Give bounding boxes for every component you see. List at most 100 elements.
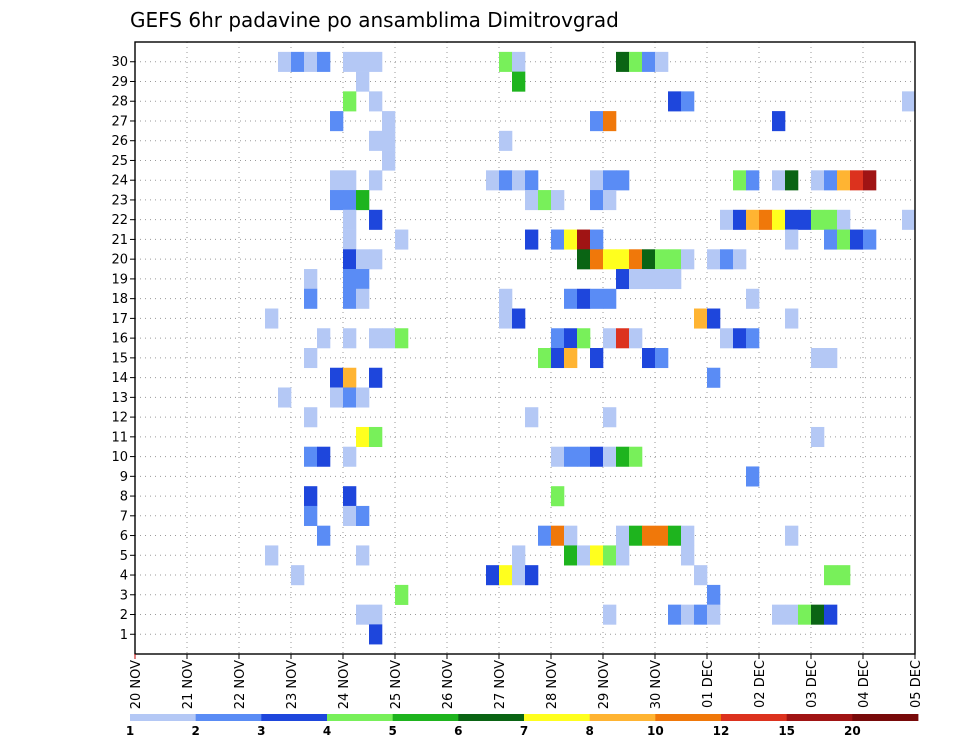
heatmap-cell <box>772 111 786 132</box>
heatmap-cell <box>512 51 526 72</box>
legend-tick-label: 10 <box>647 724 664 738</box>
heatmap-cell <box>382 130 396 151</box>
heatmap-cell <box>317 446 331 467</box>
legend-tick-label: 12 <box>713 724 730 738</box>
heatmap-cell <box>564 545 578 566</box>
y-tick-label: 22 <box>111 213 128 228</box>
heatmap-cell <box>824 565 838 586</box>
heatmap-cell <box>603 604 617 625</box>
heatmap-cell <box>850 229 864 250</box>
heatmap-cell <box>330 111 344 132</box>
plot-frame <box>134 41 916 655</box>
x-tick-label: 26 NOV <box>441 660 456 709</box>
y-tick-label: 11 <box>111 430 128 445</box>
heatmap-cell <box>486 565 500 586</box>
heatmap-cell <box>382 111 396 132</box>
heatmap-cell <box>330 367 344 388</box>
heatmap-cell <box>577 545 591 566</box>
heatmap-cell <box>330 190 344 211</box>
heatmap-cell <box>317 328 331 349</box>
heatmap-cell <box>746 170 760 191</box>
heatmap-cell <box>902 91 916 112</box>
legend-color-segment <box>261 714 328 721</box>
heatmap-cell <box>668 604 682 625</box>
heatmap-cell <box>304 51 318 72</box>
heatmap-cell <box>785 209 799 230</box>
legend-tick-label: 2 <box>191 724 199 738</box>
heatmap-cell <box>343 249 357 270</box>
heatmap-cell <box>785 170 799 191</box>
heatmap-cell <box>707 308 721 329</box>
y-tick-label: 1 <box>120 628 128 643</box>
heatmap-cell <box>564 348 578 369</box>
y-tick-label: 7 <box>120 509 128 524</box>
heatmap-cell <box>590 190 604 211</box>
heatmap-cell <box>525 170 539 191</box>
heatmap-cell <box>551 446 565 467</box>
heatmap-cell <box>369 249 383 270</box>
heatmap-cell <box>603 170 617 191</box>
x-tick-label: 27 NOV <box>493 660 508 709</box>
heatmap-cell <box>837 209 851 230</box>
heatmap-cell <box>785 229 799 250</box>
heatmap-cell <box>304 288 318 309</box>
heatmap-cell <box>369 130 383 151</box>
y-tick-label: 6 <box>120 529 128 544</box>
heatmap-cell <box>616 51 630 72</box>
heatmap-cell <box>590 229 604 250</box>
heatmap-cell <box>343 328 357 349</box>
heatmap-cell <box>798 604 812 625</box>
heatmap-cell <box>265 545 279 566</box>
heatmap-cell <box>343 91 357 112</box>
y-tick-label: 3 <box>120 588 128 603</box>
heatmap-cell <box>369 328 383 349</box>
heatmap-cell <box>720 209 734 230</box>
heatmap-cell <box>629 269 643 290</box>
heatmap-cell <box>785 308 799 329</box>
heatmap-cell <box>369 91 383 112</box>
y-tick-label: 10 <box>111 450 128 465</box>
y-tick-label: 28 <box>111 95 128 110</box>
x-tick-label: 30 NOV <box>649 660 664 709</box>
heatmap-cell <box>824 170 838 191</box>
legend-color-segment <box>195 714 262 721</box>
x-tick-label: 24 NOV <box>337 660 352 709</box>
heatmap-cell <box>720 328 734 349</box>
heatmap-cell <box>330 387 344 408</box>
heatmap-cell <box>642 525 656 546</box>
heatmap-cell <box>369 426 383 448</box>
heatmap-cell <box>564 525 578 546</box>
heatmap-cell <box>343 288 357 309</box>
heatmap-cell <box>824 348 838 369</box>
heatmap-cell <box>356 269 370 290</box>
heatmap-cell <box>499 308 513 329</box>
heatmap-cell <box>668 91 682 112</box>
y-tick-label: 25 <box>111 154 128 169</box>
legend-color-segment <box>786 714 853 721</box>
heatmap-cell <box>304 505 318 526</box>
heatmap-cell <box>356 505 370 526</box>
heatmap-cell <box>668 249 682 270</box>
heatmap-cell <box>616 446 630 467</box>
heatmap-cell <box>655 51 669 72</box>
heatmap-cell <box>655 269 669 290</box>
legend-tick-label: 3 <box>257 724 265 738</box>
heatmap-cell <box>837 229 851 250</box>
heatmap-cell <box>499 288 513 309</box>
heatmap-cell <box>616 545 630 566</box>
heatmap-cell <box>759 209 773 230</box>
heatmap-cell <box>564 288 578 309</box>
x-tick-label: 20 NOV <box>129 660 144 709</box>
x-tick-label: 28 NOV <box>545 660 560 709</box>
heatmap-cell <box>356 249 370 270</box>
heatmap-cell <box>499 565 513 586</box>
heatmap-cell <box>356 604 370 625</box>
y-tick-label: 13 <box>111 391 128 406</box>
legend-color-segment <box>852 714 919 721</box>
heatmap-cell <box>343 209 357 230</box>
heatmap-cell <box>785 604 799 625</box>
heatmap-cell <box>733 170 747 191</box>
heatmap-cell <box>369 624 383 645</box>
heatmap-cell <box>746 209 760 230</box>
heatmap-cell <box>343 505 357 526</box>
